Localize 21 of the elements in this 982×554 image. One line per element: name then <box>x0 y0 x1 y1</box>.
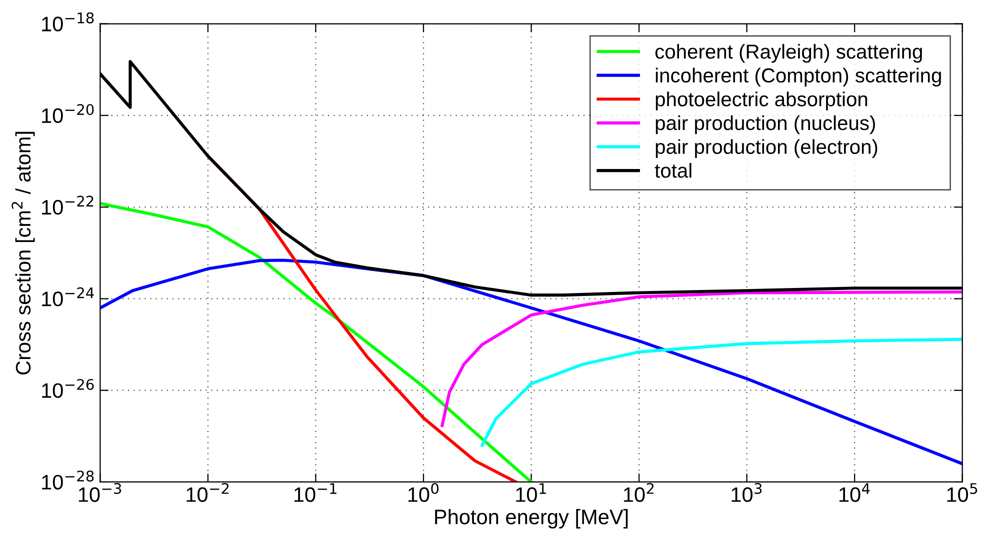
y-tick-label: 10$^{−20}$ <box>42 104 94 124</box>
y-tick-label: 10$^{−18}$ <box>42 12 94 32</box>
x-tick-label: 10$^{−1}$ <box>294 483 336 502</box>
x-tick-label: 10$^{0}$ <box>408 482 439 502</box>
legend-label: incoherent (Compton) scattering <box>656 68 941 87</box>
y-axis-title: Cross section [cm$^{2}$ / atom] <box>12 132 35 374</box>
x-tick-label: 10$^{1}$ <box>516 483 546 502</box>
x-axis-title: Photon energy [MeV] <box>435 509 628 528</box>
y-tick-label: 10$^{−22}$ <box>42 196 94 215</box>
legend-label: pair production (electron) <box>656 139 878 158</box>
legend-label: pair production (nucleus) <box>656 115 875 134</box>
legend-label: photoelectric absorption <box>656 92 868 110</box>
legend-label: coherent (Rayleigh) scattering <box>655 44 922 63</box>
x-tick-label: 10$^{−2}$ <box>186 482 229 502</box>
x-tick-label: 10$^{5}$ <box>947 483 978 502</box>
legend-label: total <box>654 163 692 178</box>
y-tick-label: 10$^{−26}$ <box>42 378 94 398</box>
x-tick-label: 10$^{4}$ <box>840 483 870 502</box>
x-tick-label: 10$^{3}$ <box>732 482 762 502</box>
x-tick-label: 10$^{2}$ <box>624 482 654 502</box>
y-tick-label: 10$^{−24}$ <box>42 287 94 306</box>
